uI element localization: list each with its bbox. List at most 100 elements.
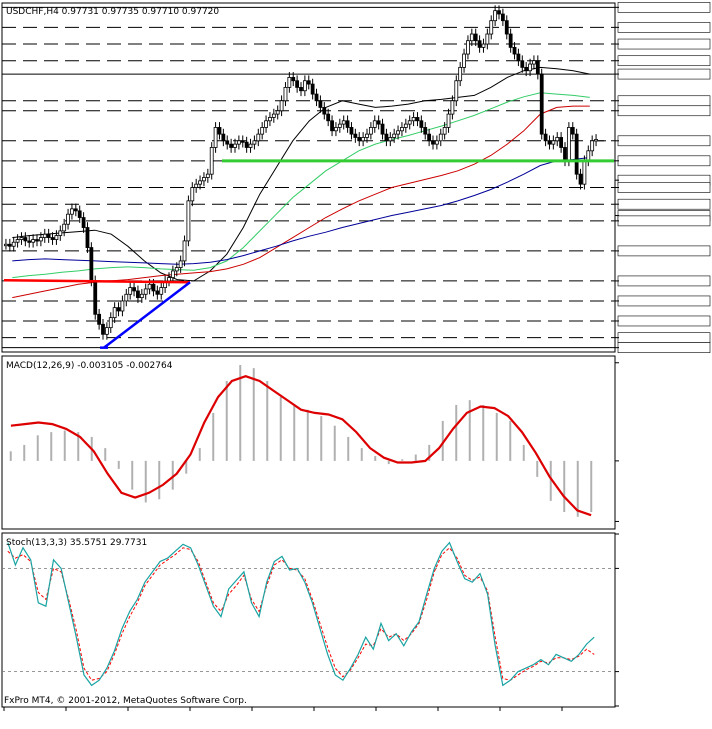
candle-body — [248, 143, 253, 148]
candle-body — [322, 107, 327, 115]
price-candle — [357, 132, 362, 147]
price-tick-box — [617, 38, 711, 50]
candle-body — [229, 143, 234, 148]
candle-body — [15, 239, 20, 243]
candle-body — [376, 120, 381, 125]
candle-body — [132, 287, 136, 292]
price-candle — [438, 128, 443, 147]
price-candle — [473, 28, 478, 47]
candle-body — [279, 100, 284, 112]
candle-body — [419, 120, 424, 128]
candle-body — [450, 100, 455, 115]
candle-body — [462, 53, 466, 68]
price-candle — [396, 125, 400, 140]
price-candle — [555, 132, 560, 147]
price-candle — [46, 228, 51, 243]
price-candle — [368, 122, 373, 140]
price-tick-box — [617, 105, 711, 117]
price-candle — [23, 232, 28, 247]
price-candle — [535, 55, 540, 80]
support-trendline — [103, 281, 191, 349]
price-candle — [279, 95, 284, 117]
candle-body — [458, 66, 463, 82]
price-series — [4, 5, 598, 340]
candle-body — [50, 237, 55, 240]
candle-body — [46, 233, 51, 238]
candle-body — [202, 177, 206, 182]
candle-body — [174, 267, 179, 272]
candle-body — [570, 127, 575, 135]
candle-body — [427, 133, 432, 142]
macd-pane-header: MACD(12,26,9) -0.003105 -0.002764 — [6, 361, 173, 371]
price-candle — [225, 135, 230, 150]
price-candle — [271, 108, 276, 123]
candle-body — [566, 127, 571, 162]
candle-body — [182, 240, 187, 262]
candle-body — [357, 137, 362, 142]
candle-body — [291, 77, 296, 82]
candle-body — [35, 239, 39, 242]
candle-body — [361, 137, 366, 142]
stoch-axis — [615, 533, 619, 707]
price-candle — [31, 234, 36, 248]
price-candle — [213, 122, 218, 153]
candle-body — [287, 77, 292, 88]
price-candle — [287, 72, 292, 93]
price-candle — [291, 72, 296, 87]
candle-body — [454, 80, 459, 102]
candle-body — [93, 280, 98, 315]
candle-body — [446, 113, 451, 128]
price-candle — [559, 132, 564, 153]
candle-body — [256, 133, 261, 142]
price-candle — [73, 203, 78, 217]
price-candle — [190, 182, 195, 207]
price-candle — [283, 82, 288, 107]
price-candle — [248, 138, 253, 153]
candle-body — [233, 143, 237, 148]
candle-body — [31, 239, 36, 243]
candle-body — [477, 40, 482, 48]
price-candle — [7, 238, 12, 252]
candle-body — [19, 237, 24, 240]
candle-body — [85, 227, 90, 248]
candle-body — [590, 140, 595, 152]
candle-body — [438, 133, 443, 142]
candle-body — [396, 130, 400, 135]
candle-body — [81, 217, 86, 228]
candle-body — [58, 230, 63, 236]
price-candle — [516, 48, 521, 67]
price-candle — [89, 242, 94, 287]
price-candle — [136, 285, 140, 303]
price-tick-box — [617, 155, 711, 167]
macd-pane[interactable]: MACD(12,26,9) -0.003105 -0.002764 — [1, 355, 619, 530]
price-tick-box — [617, 2, 711, 13]
moving-average-ma_blue — [12, 157, 590, 265]
price-candle — [578, 168, 583, 190]
candle-body — [489, 20, 494, 35]
price-candle — [4, 238, 8, 250]
candle-body — [384, 133, 389, 142]
price-candle — [50, 232, 55, 245]
candle-body — [23, 237, 28, 242]
price-candle — [35, 234, 39, 247]
price-candle — [77, 205, 82, 223]
macd-series — [9, 364, 593, 517]
candle-body — [186, 200, 191, 242]
candle-body — [194, 183, 199, 188]
candle-body — [101, 323, 105, 335]
price-candle — [104, 322, 109, 340]
stoch-pane[interactable]: Stoch(13,3,3) 35.5751 29.7731 — [1, 532, 619, 708]
price-candle — [205, 168, 210, 183]
candle-body — [62, 223, 67, 232]
candle-body — [190, 187, 195, 202]
price-candle — [81, 212, 86, 233]
candle-body — [508, 33, 513, 48]
candle-body — [516, 53, 521, 62]
price-pane[interactable]: USDCHF,H4 0.97731 0.97735 0.97710 0.9772… — [1, 2, 711, 353]
price-tick-box — [617, 68, 711, 80]
candle-body — [497, 10, 501, 15]
candle-body — [411, 117, 416, 122]
moving-average-ma_black — [12, 66, 590, 282]
candle-body — [431, 140, 435, 145]
candle-body — [108, 317, 113, 329]
